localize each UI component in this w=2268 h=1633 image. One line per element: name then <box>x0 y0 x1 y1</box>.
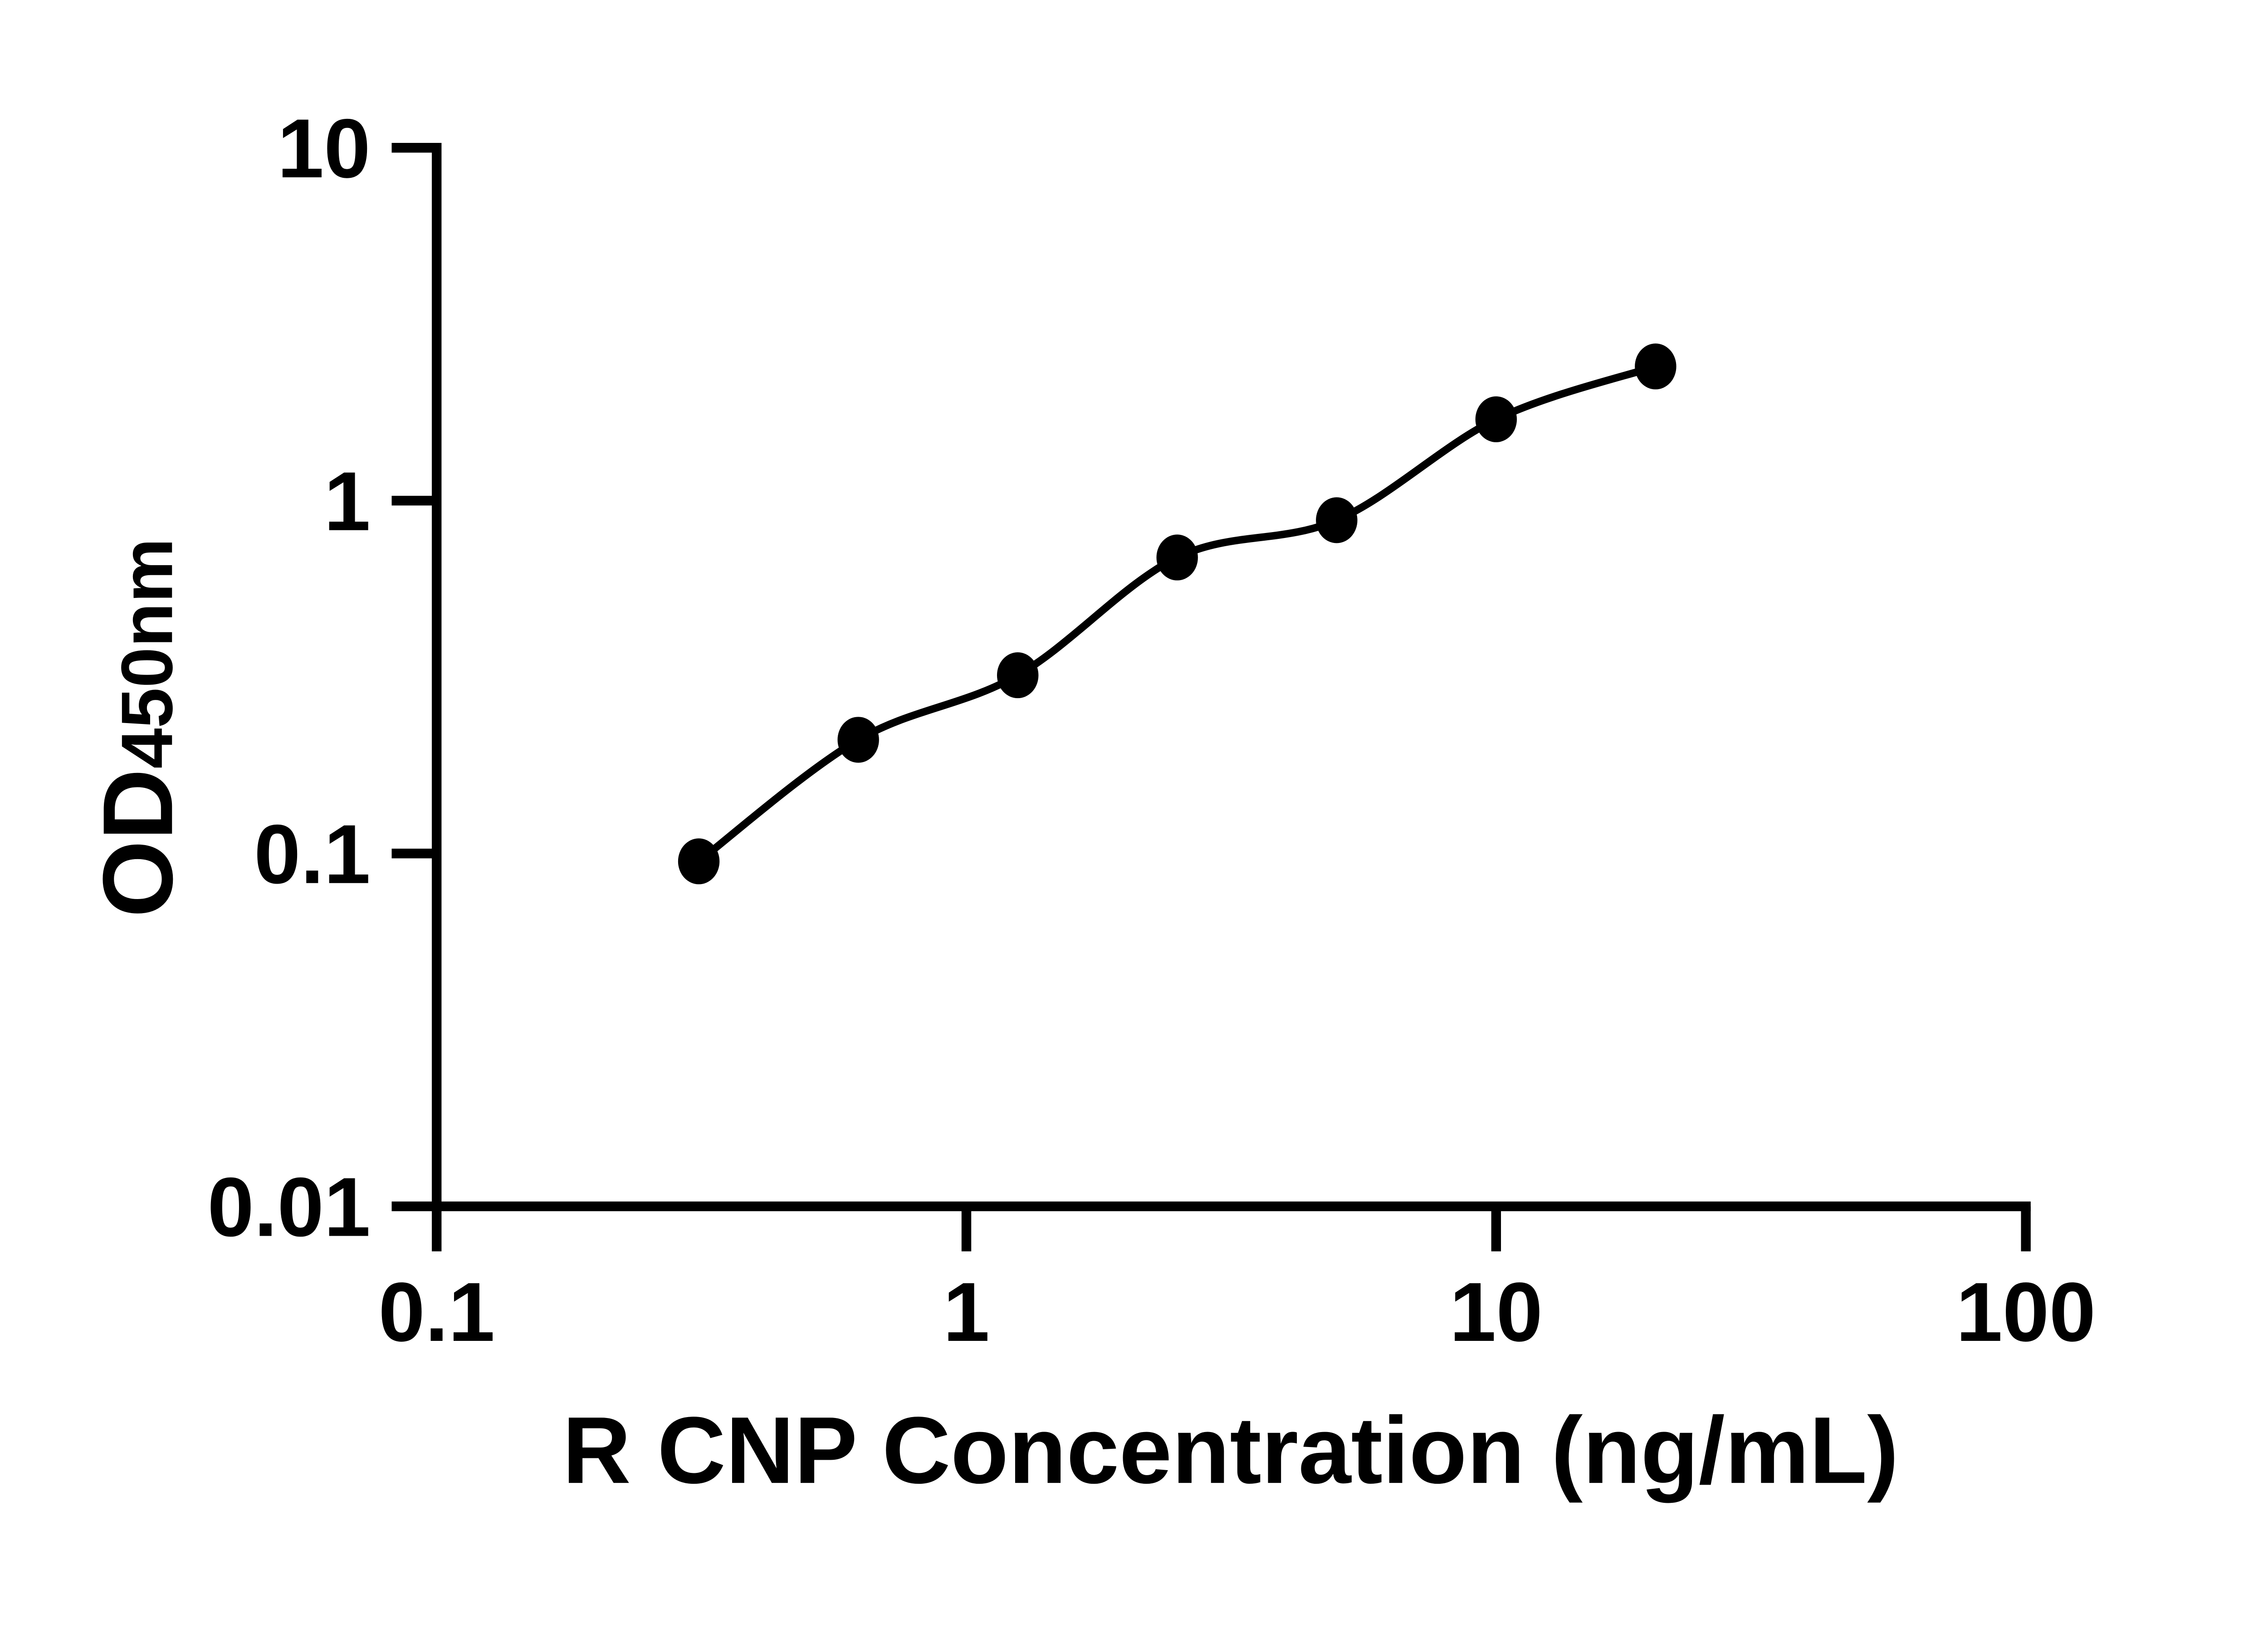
y-tick-label: 10 <box>277 102 371 196</box>
data-point <box>997 652 1039 699</box>
x-axis-title: R CNP Concentration (ng/mL) <box>562 1398 1899 1503</box>
data-point <box>837 717 879 763</box>
data-point <box>1475 396 1517 442</box>
y-axis-title: OD450nm <box>83 538 193 918</box>
data-points <box>678 343 1677 885</box>
y-tick-label: 0.01 <box>207 1161 371 1254</box>
data-point <box>1156 534 1198 581</box>
y-tick-label: 0.1 <box>254 808 371 901</box>
x-tick-label: 0.1 <box>378 1266 495 1359</box>
data-point <box>678 838 720 885</box>
y-tick-label: 1 <box>324 455 371 548</box>
axes <box>431 143 2031 1212</box>
data-point <box>1316 497 1358 543</box>
elisa-standard-curve-figure: 10 1 0.1 0.01 0.1 1 10 100 R CNP Concentration … <box>83 102 2096 1504</box>
fit-curve-layer <box>695 362 1660 865</box>
x-tick-label: 1 <box>943 1266 990 1359</box>
y-axis-title-subscript: 450nm <box>106 538 187 768</box>
tick-marks <box>391 143 2031 1252</box>
fit-curve <box>695 362 1660 865</box>
x-tick-label: 10 <box>1450 1266 1543 1359</box>
x-tick-label: 100 <box>1956 1266 2096 1359</box>
y-axis-title-main: OD <box>83 769 193 918</box>
data-point <box>1635 343 1677 390</box>
